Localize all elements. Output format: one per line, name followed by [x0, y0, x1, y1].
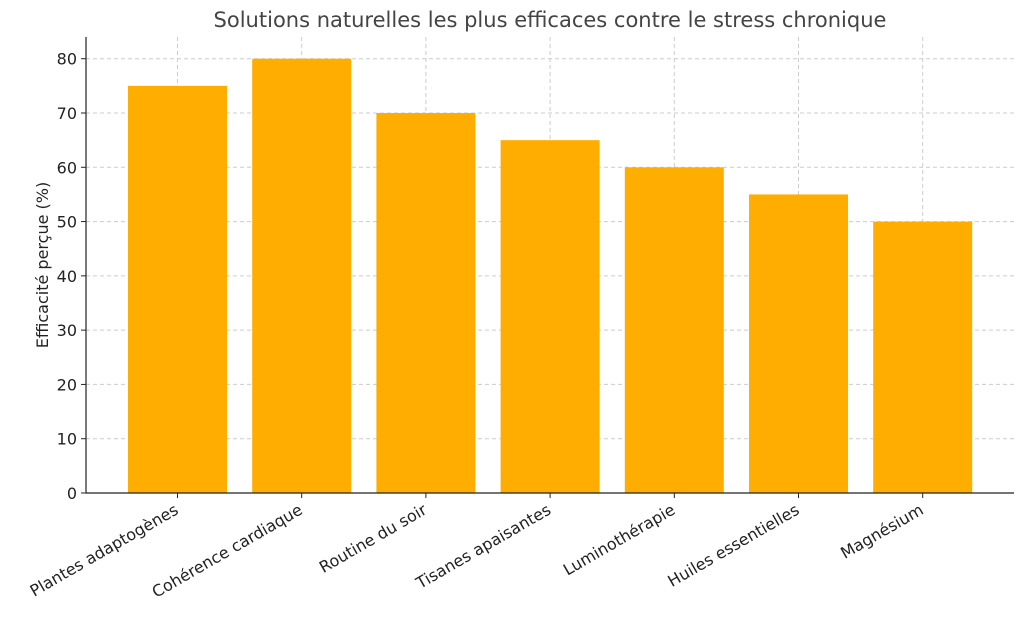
x-tick-label: Luminothérapie: [560, 500, 678, 579]
x-tick-label: Routine du soir: [316, 500, 430, 577]
bar: [624, 167, 724, 494]
y-ticks: 0 10 20 30 40 50 60 70 80: [57, 50, 86, 503]
y-tick-label: 20: [57, 375, 77, 394]
y-tick-label: 70: [57, 104, 77, 123]
y-tick-label: 60: [57, 158, 77, 177]
bar: [128, 85, 227, 493]
y-tick-label: 0: [67, 484, 77, 503]
bar: [376, 113, 476, 493]
x-tick-label: Huiles essentielles: [664, 500, 802, 591]
y-tick-label: 40: [57, 267, 77, 286]
y-tick-label: 30: [57, 321, 77, 340]
bar: [500, 140, 600, 493]
y-tick-label: 50: [57, 213, 77, 232]
y-tick-label: 80: [57, 50, 77, 69]
bars: [128, 58, 973, 494]
bar: [252, 58, 352, 493]
bar: [873, 221, 973, 494]
chart-title: Solutions naturelles les plus efficaces …: [214, 8, 887, 32]
x-tick-label: Magnésium: [837, 500, 926, 563]
x-tick-label: Tisanes apaisantes: [412, 500, 554, 593]
y-tick-label: 10: [57, 430, 77, 449]
y-axis-label: Efficacité perçue (%): [33, 182, 52, 348]
bar: [749, 194, 848, 493]
